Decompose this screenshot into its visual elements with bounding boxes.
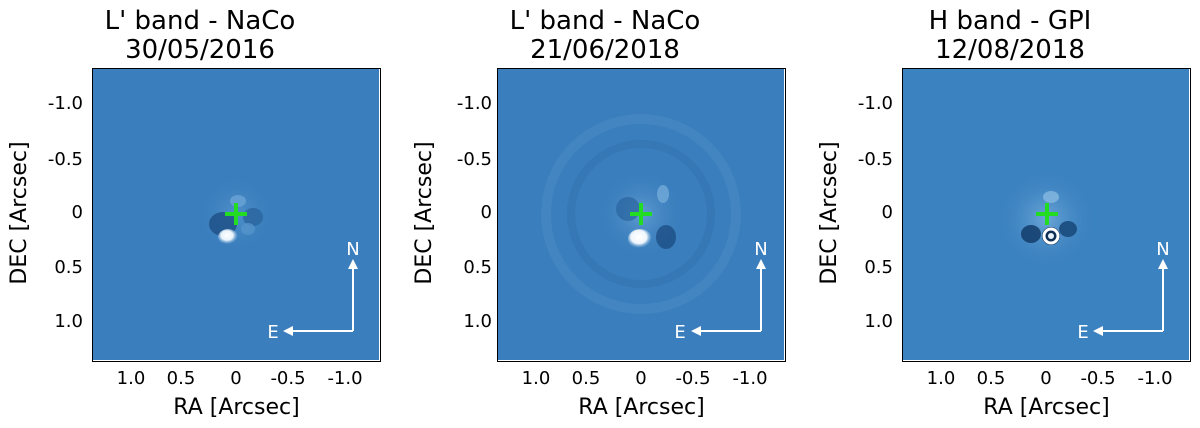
x-tick: 0	[635, 368, 647, 389]
x-tick: 0	[1040, 368, 1052, 389]
companion-source	[218, 229, 238, 245]
x-tick: 0.5	[166, 368, 196, 389]
y-tick: 0	[881, 202, 893, 223]
y-tick: -0.5	[857, 149, 893, 170]
compass-east-label: E	[674, 322, 685, 343]
y-tick: 0.5	[54, 257, 83, 278]
x-axis-label: RA [Arcsec]	[578, 395, 705, 420]
compass-north-label: N	[346, 239, 359, 260]
y-tick: 0.5	[864, 257, 893, 278]
compass-east-label: E	[1077, 322, 1088, 343]
x-tick: -0.5	[1080, 368, 1116, 389]
x-tick: 1.0	[521, 368, 551, 389]
panel-title-band: L' band - NaCo	[104, 6, 296, 36]
residual-image: N E	[498, 69, 784, 360]
y-tick: -1.0	[47, 93, 83, 114]
y-tick: 1.0	[463, 311, 492, 332]
x-tick: -1.0	[1137, 368, 1173, 389]
y-tick: 1.0	[864, 311, 893, 332]
panel-title-date: 30/05/2016	[125, 35, 275, 65]
compass-north-label: N	[754, 239, 767, 260]
y-axis-label: DEC [Arcsec]	[412, 141, 437, 285]
star-marker	[630, 203, 652, 225]
y-axis-label: DEC [Arcsec]	[817, 141, 842, 285]
compass	[1093, 259, 1168, 336]
y-tick: 0	[480, 202, 492, 223]
residual-image: N E	[93, 69, 379, 360]
y-tick: -1.0	[857, 93, 893, 114]
x-tick: 1.0	[926, 368, 956, 389]
image-plot: N E	[497, 68, 786, 362]
compass	[283, 259, 358, 336]
x-tick: -1.0	[732, 368, 768, 389]
y-tick: -1.0	[456, 93, 492, 114]
x-axis-label: RA [Arcsec]	[983, 395, 1110, 420]
y-axis-label: DEC [Arcsec]	[7, 141, 32, 285]
y-tick: 0	[71, 202, 83, 223]
star-marker	[225, 203, 247, 225]
panel-1: L' band - NaCo 30/05/2016 DEC [Arcsec] -…	[0, 0, 400, 428]
panel-title-band: H band - GPI	[928, 6, 1092, 36]
compass-east-label: E	[267, 322, 278, 343]
residual-image: N E	[903, 69, 1189, 360]
y-tick: -0.5	[456, 149, 492, 170]
image-plot: N E	[902, 68, 1191, 362]
x-tick: 0.5	[976, 368, 1006, 389]
panel-3: H band - GPI 12/08/2018 DEC [Arcsec] -1.…	[810, 0, 1200, 428]
panel-title-band: L' band - NaCo	[509, 6, 701, 36]
x-axis-label: RA [Arcsec]	[173, 395, 300, 420]
x-tick: -0.5	[270, 368, 306, 389]
image-plot: N E	[92, 68, 381, 362]
x-tick: 0	[230, 368, 242, 389]
compass-north-label: N	[1156, 239, 1169, 260]
star-marker	[1036, 203, 1058, 225]
companion-source	[628, 229, 652, 249]
x-tick: 0.5	[571, 368, 601, 389]
y-tick: 0.5	[463, 257, 492, 278]
y-tick: -0.5	[47, 149, 83, 170]
panel-title-date: 12/08/2018	[935, 35, 1085, 65]
x-tick: -0.5	[675, 368, 711, 389]
compass	[691, 259, 766, 336]
panel-title-date: 21/06/2018	[530, 35, 680, 65]
x-tick: 1.0	[116, 368, 146, 389]
panel-2: L' band - NaCo 21/06/2018 DEC [Arcsec] -…	[405, 0, 805, 428]
x-tick: -1.0	[327, 368, 363, 389]
y-tick: 1.0	[54, 311, 83, 332]
